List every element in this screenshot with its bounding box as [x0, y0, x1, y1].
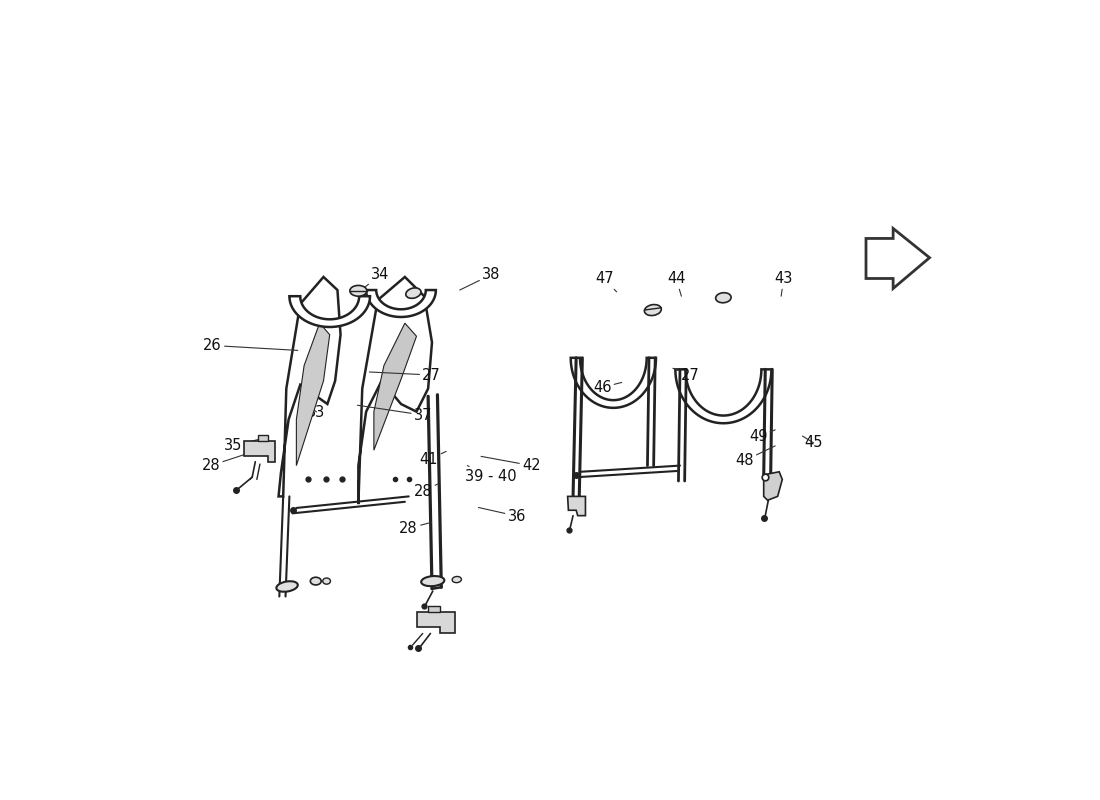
Polygon shape	[866, 229, 930, 289]
Text: 44: 44	[667, 271, 685, 296]
Text: 38: 38	[460, 267, 500, 290]
Text: 42: 42	[481, 456, 541, 473]
Polygon shape	[278, 277, 341, 496]
Ellipse shape	[452, 577, 461, 582]
Polygon shape	[428, 606, 440, 612]
Polygon shape	[289, 296, 370, 327]
Polygon shape	[374, 323, 417, 450]
Text: 27: 27	[673, 367, 700, 382]
Text: 47: 47	[595, 271, 617, 292]
Polygon shape	[366, 290, 436, 317]
Text: 27: 27	[370, 367, 441, 382]
Text: 28: 28	[201, 454, 249, 473]
Text: 46: 46	[593, 380, 622, 395]
Text: 26: 26	[204, 338, 298, 353]
Ellipse shape	[645, 305, 661, 315]
Text: 33: 33	[307, 405, 326, 419]
Polygon shape	[675, 370, 771, 423]
Polygon shape	[257, 435, 267, 441]
Text: 28: 28	[414, 484, 438, 499]
Polygon shape	[296, 323, 330, 466]
Text: 37: 37	[358, 406, 432, 422]
Ellipse shape	[406, 288, 421, 298]
Polygon shape	[568, 496, 585, 516]
Ellipse shape	[716, 293, 732, 302]
Polygon shape	[244, 441, 275, 462]
Ellipse shape	[322, 578, 330, 584]
Polygon shape	[571, 358, 656, 408]
Ellipse shape	[276, 582, 298, 592]
Text: 45: 45	[803, 435, 823, 450]
Ellipse shape	[421, 576, 444, 586]
Text: 41: 41	[420, 451, 447, 467]
Text: 43: 43	[774, 271, 793, 296]
Ellipse shape	[350, 286, 367, 296]
Text: 28: 28	[399, 521, 431, 536]
Text: 36: 36	[478, 507, 526, 524]
Text: 39 - 40: 39 - 40	[465, 466, 517, 484]
Text: 35: 35	[223, 438, 267, 454]
Polygon shape	[763, 472, 782, 500]
Polygon shape	[417, 612, 455, 634]
Text: 34: 34	[365, 267, 389, 287]
Ellipse shape	[310, 578, 321, 585]
Polygon shape	[359, 277, 432, 504]
Text: 48: 48	[735, 446, 776, 468]
Text: 49: 49	[749, 429, 775, 444]
